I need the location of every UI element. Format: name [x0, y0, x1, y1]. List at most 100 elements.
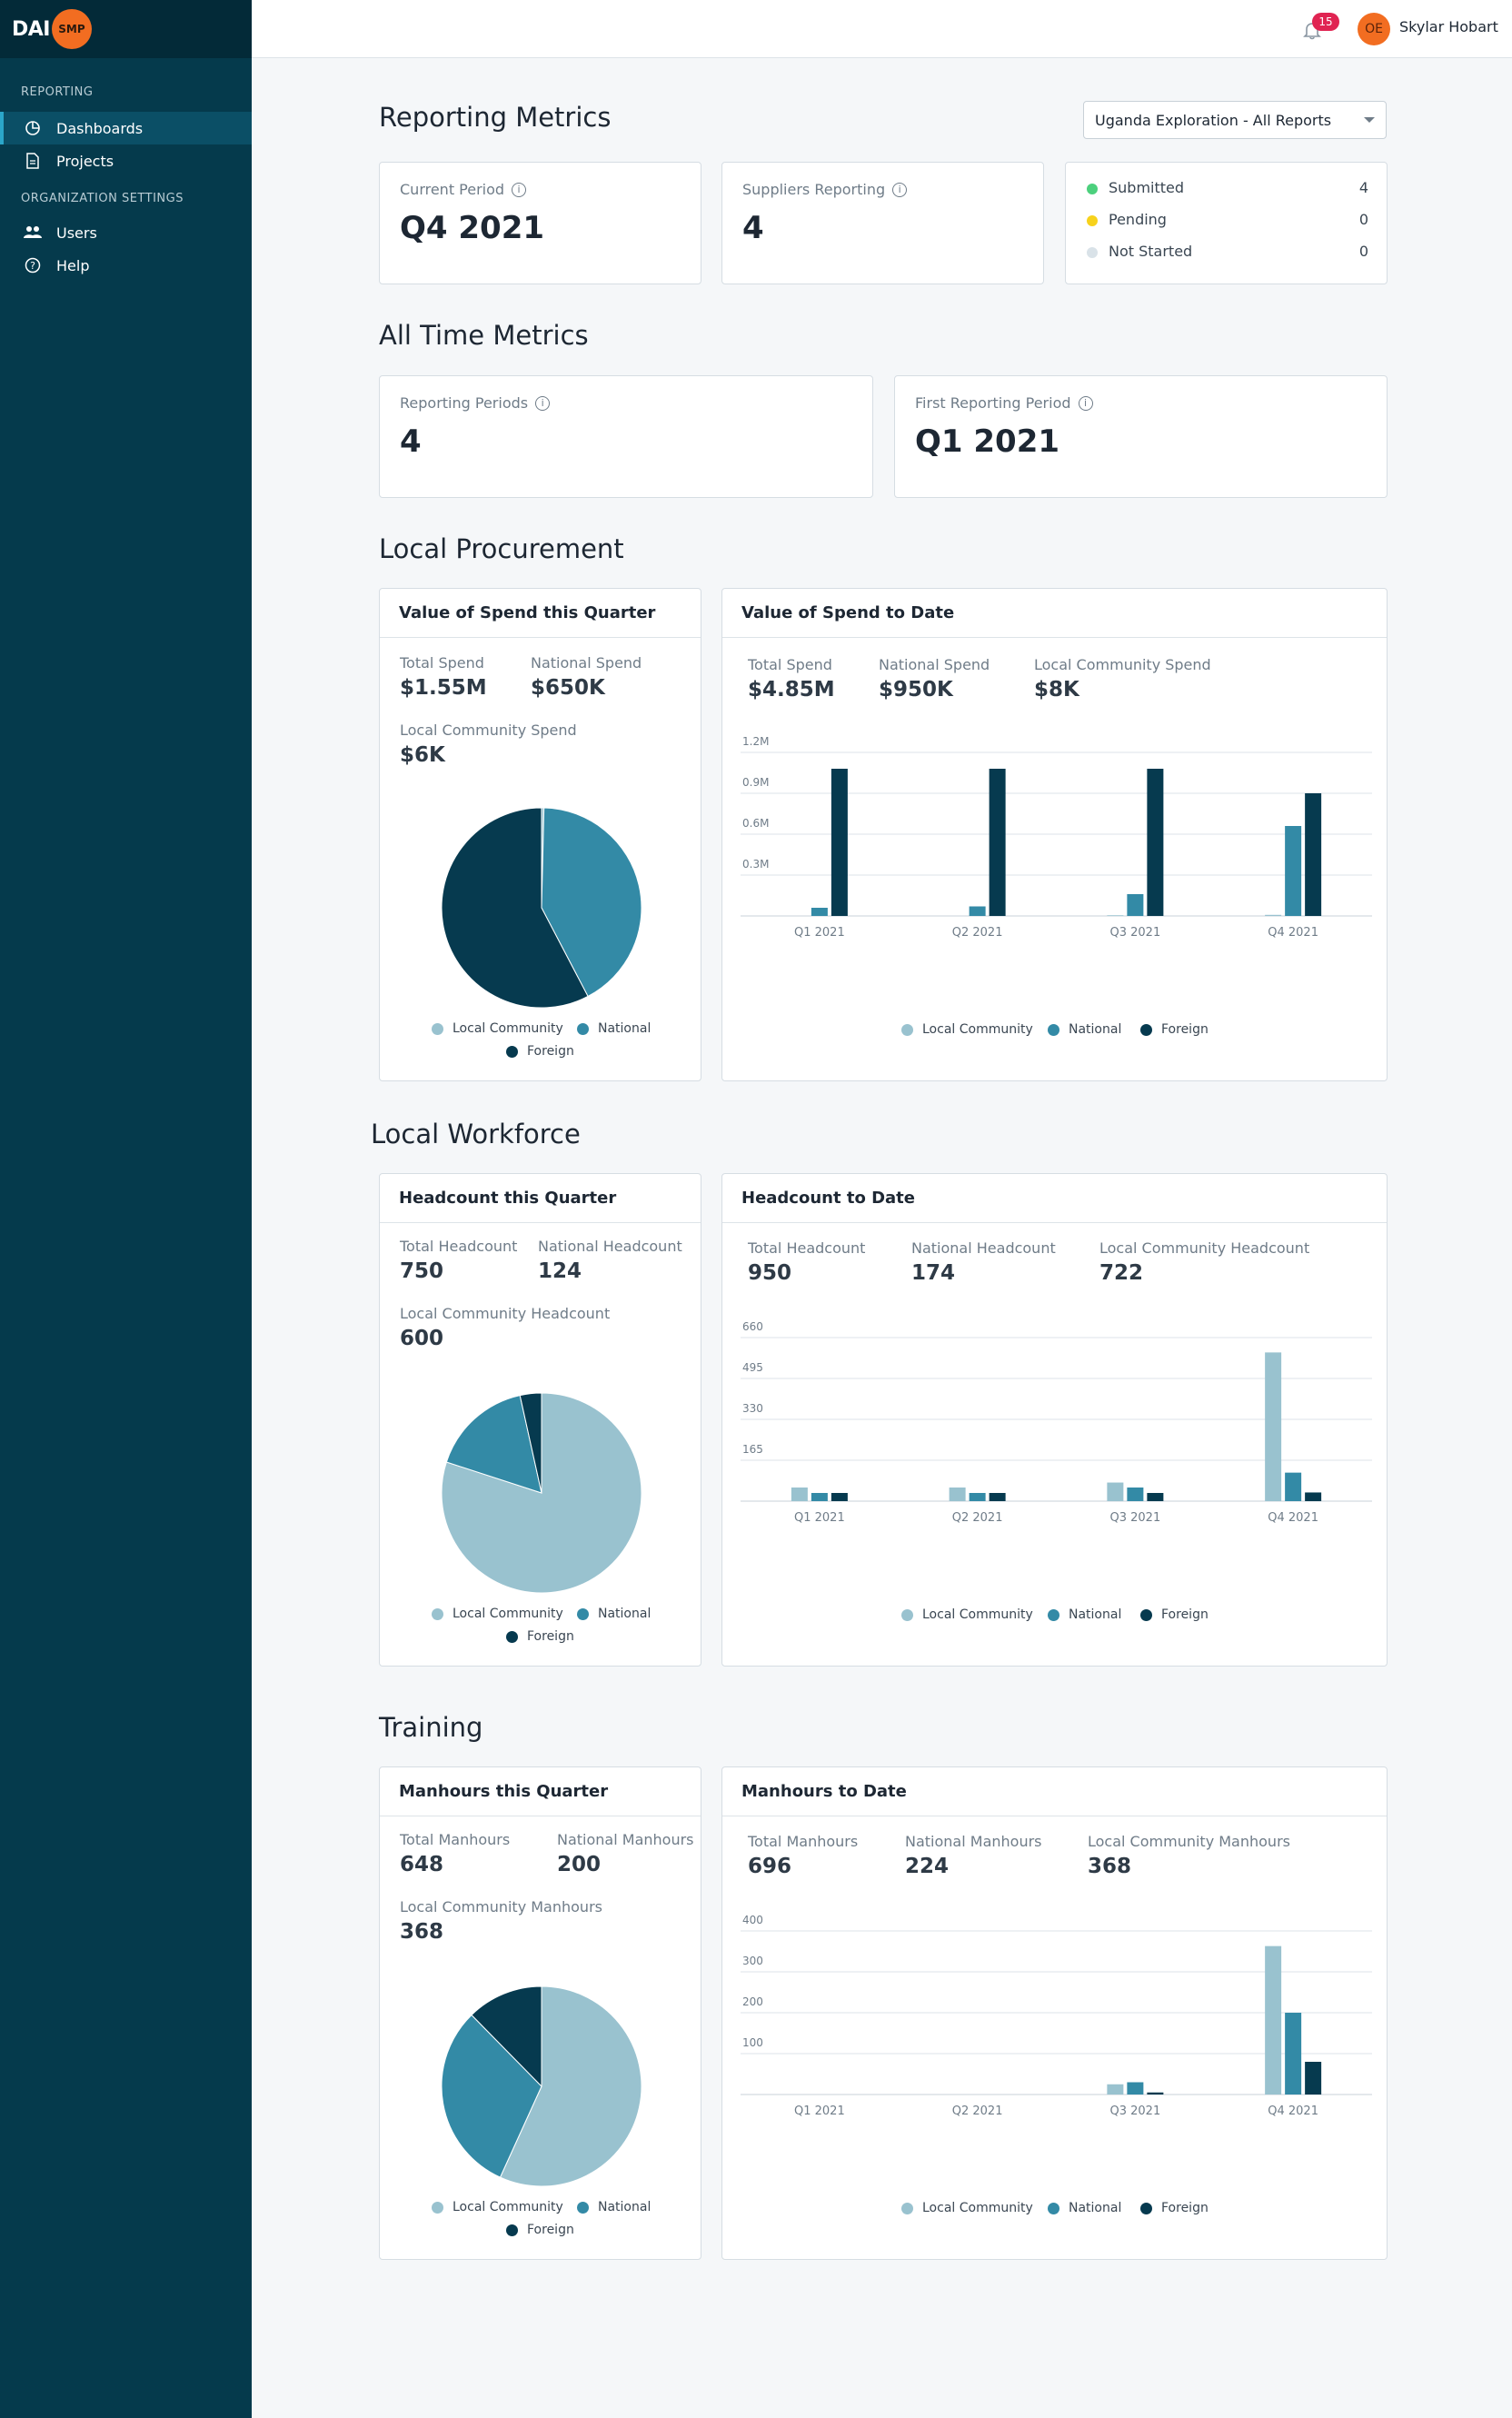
headcount-bar-chart: 165 330 495 660 Q1 2021 Q2 2021 Q3 2021 Q4 2021 — [741, 1320, 1372, 1525]
card-title: Value of Spend this Quarter — [380, 589, 701, 638]
brand-logo[interactable]: DAI SMP — [0, 0, 252, 58]
avatar[interactable]: OE — [1358, 13, 1390, 45]
info-icon[interactable]: i — [892, 182, 908, 197]
y-tick-label: 1.2M — [742, 735, 769, 748]
bar-local-community — [1107, 915, 1124, 916]
spend-bar-chart: 0.3M 0.6M 0.9M 1.2M Q1 2021 Q2 2021 Q3 2021 Q4 … — [741, 735, 1372, 940]
project-select[interactable]: Uganda Exploration - All Reports — [1083, 101, 1387, 139]
x-tick-label: Q3 2021 — [1110, 2105, 1161, 2118]
document-icon — [24, 152, 42, 170]
info-icon[interactable]: i — [1078, 395, 1093, 411]
national-headcount-label: National Headcount — [538, 1238, 682, 1255]
legend-label: National — [1069, 2201, 1122, 2215]
status-label: Submitted — [1109, 179, 1185, 196]
total-spend-value: $4.85M — [748, 678, 835, 702]
x-tick-label: Q2 2021 — [952, 1511, 1003, 1525]
legend-dot — [577, 2201, 589, 2214]
legend-label: Local Community — [922, 2201, 1033, 2215]
bar-foreign — [1305, 1492, 1322, 1501]
status-dot — [1087, 184, 1098, 194]
legend-label: Local Community — [453, 1021, 563, 1036]
headcount-pie-chart — [441, 1392, 642, 1594]
legend-national: National — [1048, 1022, 1121, 1037]
current-period-label-text: Current Period — [400, 181, 505, 198]
bar-foreign — [831, 769, 848, 916]
reporting-heading: REPORTING — [21, 85, 94, 99]
local-workforce-title: Local Workforce — [371, 1119, 581, 1149]
bar-foreign — [1147, 2092, 1164, 2095]
sidebar-item-users[interactable]: Users — [0, 216, 252, 249]
reporting-periods-label: Reporting Periods i — [400, 394, 551, 412]
local-headcount-label: Local Community Headcount — [1099, 1239, 1310, 1257]
national-manhours-label: National Manhours — [557, 1831, 694, 1848]
national-manhours-label: National Manhours — [905, 1833, 1042, 1850]
first-period-value: Q1 2021 — [915, 423, 1060, 460]
brand-badge: SMP — [51, 9, 92, 49]
legend-label: Local Community — [453, 2200, 563, 2214]
legend-label: Local Community — [922, 1607, 1033, 1622]
total-manhours-label: Total Manhours — [748, 1833, 859, 1850]
current-period-value: Q4 2021 — [400, 210, 545, 246]
x-tick-label: Q4 2021 — [1268, 926, 1318, 940]
legend-national: National — [577, 1607, 651, 1621]
legend-label: Foreign — [527, 1044, 574, 1059]
status-card — [1065, 162, 1388, 284]
card-title: Value of Spend to Date — [722, 589, 1387, 638]
total-headcount-value: 950 — [748, 1261, 792, 1285]
y-tick-label: 0.6M — [742, 817, 769, 830]
status-count: 0 — [1358, 211, 1368, 228]
card-title: Manhours this Quarter — [380, 1767, 701, 1816]
status-count: 4 — [1358, 179, 1368, 196]
legend-label: Foreign — [527, 2223, 574, 2237]
legend-dot — [506, 1630, 518, 1643]
bar-local-community — [1107, 2084, 1124, 2095]
legend-national: National — [577, 2200, 651, 2214]
sidebar-item-projects[interactable]: Projects — [0, 144, 252, 177]
topbar — [252, 0, 1512, 58]
notification-badge[interactable]: 15 — [1312, 13, 1339, 31]
sidebar-item-help[interactable]: ? Help — [0, 249, 252, 282]
info-icon[interactable]: i — [535, 395, 551, 411]
local-manhours-label: Local Community Manhours — [400, 1898, 602, 1915]
national-spend-value: $650K — [531, 676, 605, 700]
legend-label: Foreign — [527, 1629, 574, 1644]
reporting-periods-card: Reporting Periods i 4 — [379, 375, 873, 498]
legend-dot — [506, 1045, 518, 1058]
brand-text: DAI — [12, 17, 50, 41]
project-select-value: Uganda Exploration - All Reports — [1095, 111, 1332, 129]
svg-text:?: ? — [30, 260, 35, 272]
local-spend-value: $6K — [400, 743, 445, 767]
sidebar-item-dashboards[interactable]: Dashboards — [0, 112, 252, 144]
y-tick-label: 165 — [742, 1443, 763, 1456]
status-label: Not Started — [1109, 243, 1193, 260]
national-spend-value: $950K — [879, 678, 953, 702]
info-icon[interactable]: i — [512, 182, 527, 197]
total-spend-label: Total Spend — [400, 654, 484, 672]
legend-national: National — [577, 1021, 651, 1036]
legend-dot — [432, 2201, 443, 2214]
total-spend-value: $1.55M — [400, 676, 487, 700]
bar-local-community — [1265, 1945, 1282, 2095]
legend-dot — [506, 2224, 518, 2236]
bar-national — [1285, 1472, 1302, 1501]
legend-foreign: Foreign — [506, 1629, 574, 1644]
legend-label: Local Community — [453, 1607, 563, 1621]
bar-national — [1285, 2013, 1302, 2095]
legend-dot — [1048, 1023, 1059, 1036]
manhours-quarter-card: Manhours this Quarter Total Manhours 648… — [379, 1766, 701, 2260]
bar-local-community — [1107, 1482, 1124, 1501]
pie-slice-national — [541, 807, 642, 998]
local-manhours-label: Local Community Manhours — [1088, 1833, 1290, 1850]
bar-foreign — [1147, 1493, 1164, 1501]
total-spend-label: Total Spend — [748, 656, 832, 673]
user-name[interactable]: Skylar Hobart — [1399, 18, 1498, 35]
manhours-bar-chart: 100 200 300 400 Q1 2021 Q2 2021 Q3 2021 Q4 2021 — [741, 1914, 1372, 2118]
legend-dot — [901, 1023, 913, 1036]
users-icon — [24, 224, 42, 242]
legend-label: National — [1069, 1022, 1122, 1037]
legend-dot — [901, 2202, 913, 2214]
total-manhours-label: Total Manhours — [400, 1831, 511, 1848]
total-headcount-label: Total Headcount — [748, 1239, 866, 1257]
legend-label: National — [598, 1607, 652, 1621]
legend-dot — [1048, 2202, 1059, 2214]
